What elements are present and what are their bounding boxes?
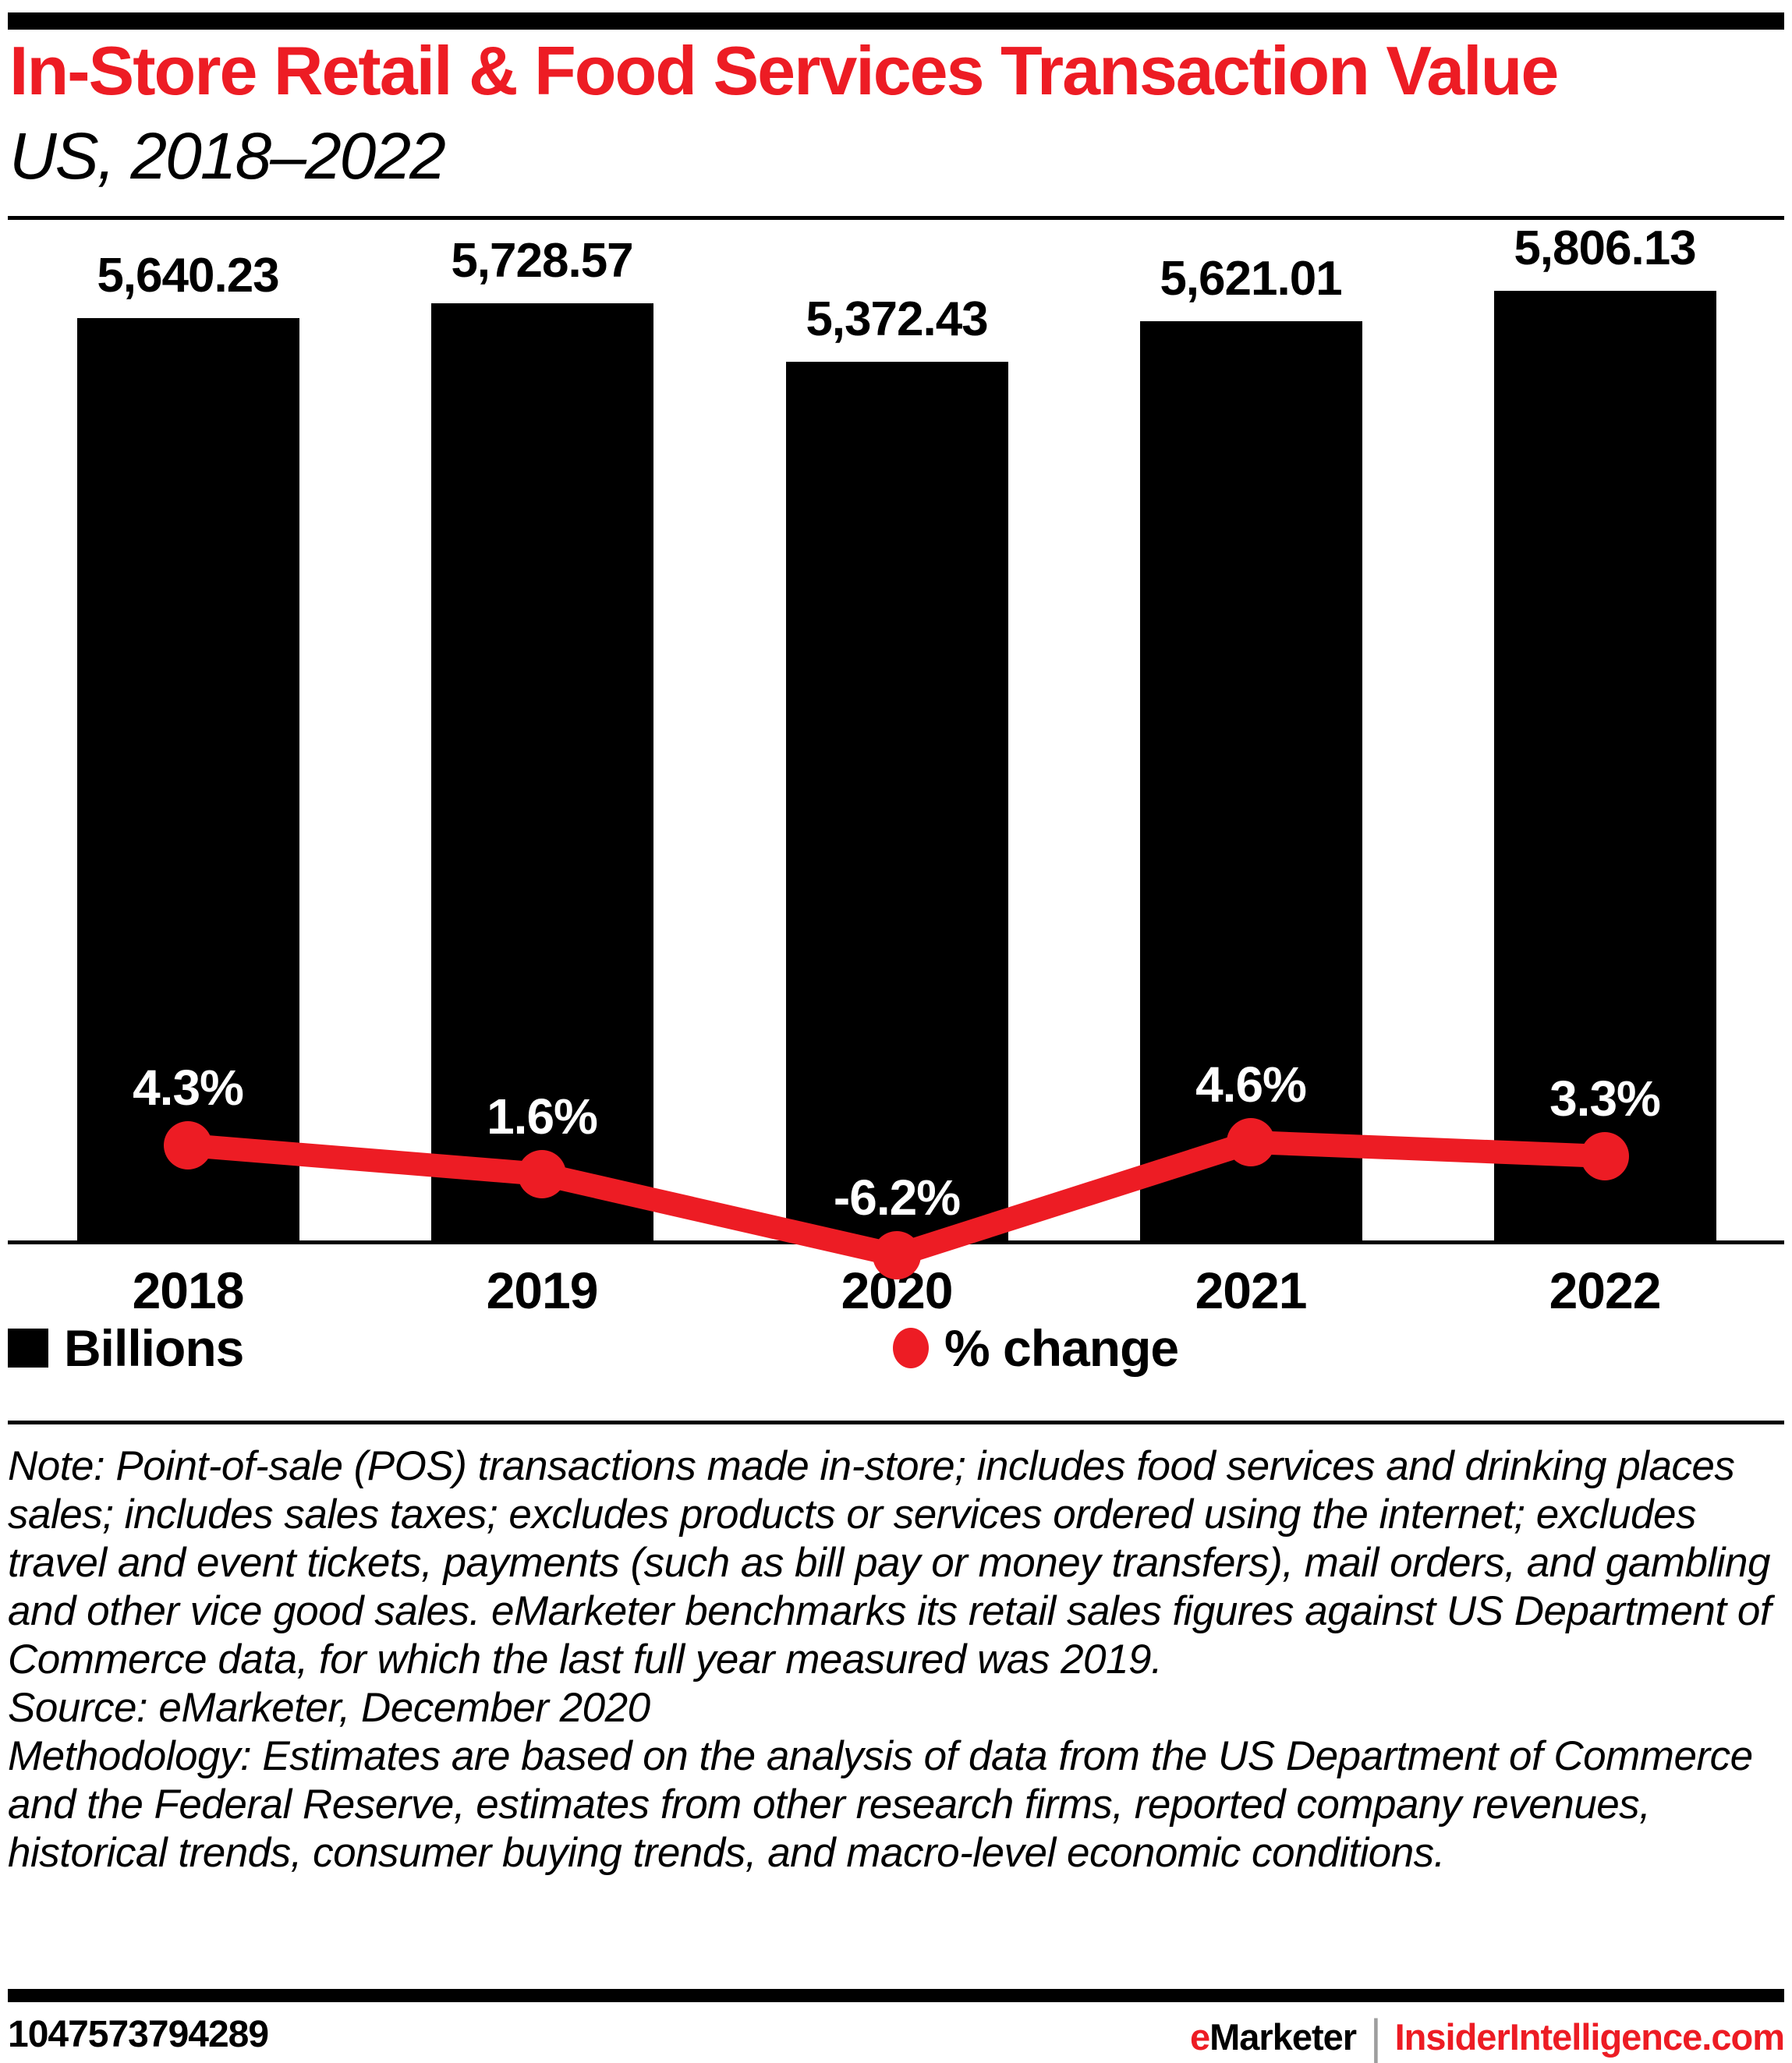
bar-2019 [430, 303, 653, 1243]
legend-label-percent-change: % change [944, 1319, 1179, 1377]
pct-label-2019: 1.6% [487, 1088, 598, 1145]
insider-intelligence-site: InsiderIntelligence.com [1394, 2016, 1785, 2058]
bar-2022 [1493, 291, 1716, 1243]
footer-separator-icon: | [1370, 2008, 1382, 2063]
legend-label-billions: Billions [64, 1319, 244, 1377]
legend-item-billions: Billions [8, 1319, 244, 1377]
bar-2018 [76, 318, 299, 1243]
footer-brand: eMarketer | InsiderIntelligence.com [1189, 2008, 1785, 2063]
pct-label-2018: 4.3% [133, 1060, 244, 1116]
pct-label-2021: 4.6% [1195, 1056, 1307, 1113]
chart-title: In-Store Retail & Food Services Transact… [9, 32, 1559, 109]
year-label-2020: 2020 [841, 1262, 954, 1319]
year-label-2022: 2022 [1549, 1262, 1662, 1319]
bar-2021 [1139, 321, 1362, 1243]
top-banner-bar [8, 12, 1784, 30]
footer-divider-bar [8, 1989, 1784, 2002]
billions-swatch-icon [8, 1329, 48, 1368]
chart-id: 1047573794289 [8, 2014, 269, 2055]
bar-value-2020: 5,372.43 [806, 292, 988, 346]
emarketer-logo: eMarketer [1189, 2016, 1357, 2058]
pct-label-2022: 3.3% [1549, 1070, 1661, 1127]
year-label-2018: 2018 [132, 1262, 245, 1319]
bar-value-2019: 5,728.57 [451, 234, 633, 288]
bar-value-2022: 5,806.13 [1514, 221, 1696, 275]
bar-value-2018: 5,640.23 [97, 249, 279, 303]
percent-change-swatch-icon [893, 1328, 929, 1368]
bar-2020 [785, 362, 1008, 1243]
year-label-2021: 2021 [1195, 1262, 1308, 1319]
title-divider [8, 216, 1784, 220]
footnotes: Note: Point-of-sale (POS) transactions m… [8, 1442, 1784, 1877]
pct-label-2020: -6.2% [833, 1170, 961, 1226]
footnote-divider [8, 1421, 1784, 1424]
note-text: Note: Point-of-sale (POS) transactions m… [8, 1443, 1772, 1683]
legend-item-percent-change: % change [893, 1319, 1179, 1377]
year-label-2019: 2019 [486, 1262, 599, 1319]
source-text: Source: eMarketer, December 2020 [8, 1685, 650, 1731]
chart-subtitle: US, 2018–2022 [9, 119, 446, 193]
methodology-text: Methodology: Estimates are based on the … [8, 1733, 1753, 1876]
bar-value-2021: 5,621.01 [1160, 252, 1342, 306]
